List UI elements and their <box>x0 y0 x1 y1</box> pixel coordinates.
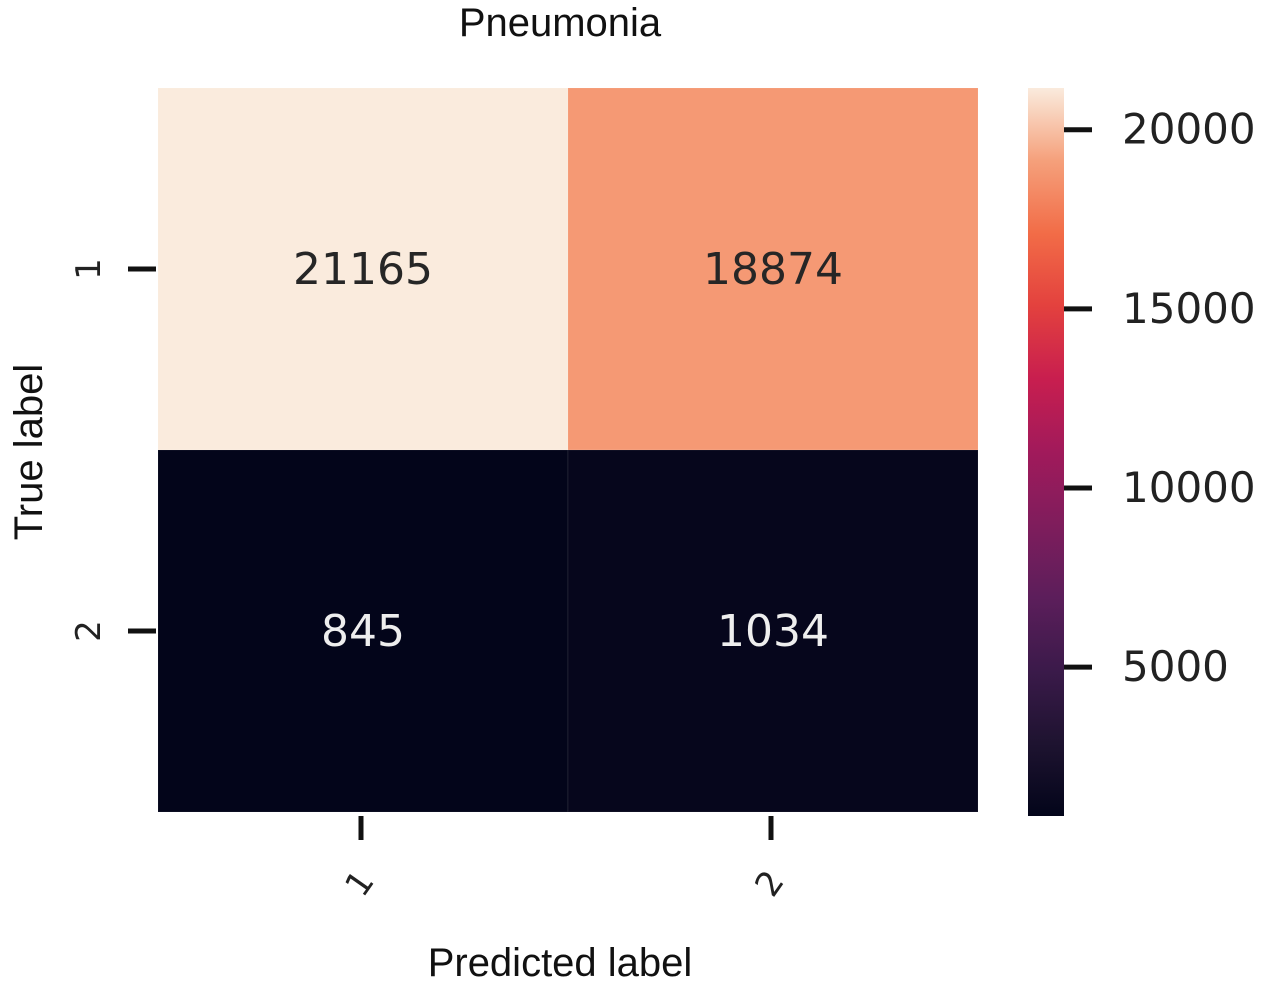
cell-value-r1-c1: 21165 <box>293 244 433 295</box>
heatmap-cell-r2-c2 <box>567 449 979 813</box>
cell-value-r2-c2: 1034 <box>717 606 829 657</box>
colorbar-tick-label-20000: 20000 <box>1122 105 1256 154</box>
colorbar-tick-label-15000: 15000 <box>1122 284 1256 333</box>
y-axis-ticks: 12 <box>69 258 156 642</box>
x-tick-label-1: 1 <box>337 863 382 904</box>
heatmap-cells <box>157 87 979 813</box>
cell-value-r1-c2: 18874 <box>703 244 843 295</box>
x-axis-label: Predicted label <box>428 941 693 984</box>
colorbar <box>1028 88 1064 816</box>
heatmap-cell-r1-c2 <box>567 87 979 451</box>
heatmap-annotations: 21165 18874 845 1034 <box>293 244 843 657</box>
y-tick-label-1: 1 <box>69 258 109 280</box>
cell-value-r2-c1: 845 <box>321 606 405 657</box>
chart-title: Pneumonia <box>459 1 662 45</box>
x-tick-label-2: 2 <box>747 863 792 904</box>
colorbar-tick-label-10000: 10000 <box>1122 463 1256 512</box>
y-tick-label-2: 2 <box>69 620 109 642</box>
colorbar-ticks: 5000 10000 15000 20000 <box>1064 105 1256 691</box>
heatmap-cell-r1-c1 <box>157 87 569 451</box>
y-axis-label: True label <box>7 364 51 540</box>
colorbar-tick-label-5000: 5000 <box>1122 642 1229 691</box>
heatmap-cell-r2-c1 <box>157 449 569 813</box>
